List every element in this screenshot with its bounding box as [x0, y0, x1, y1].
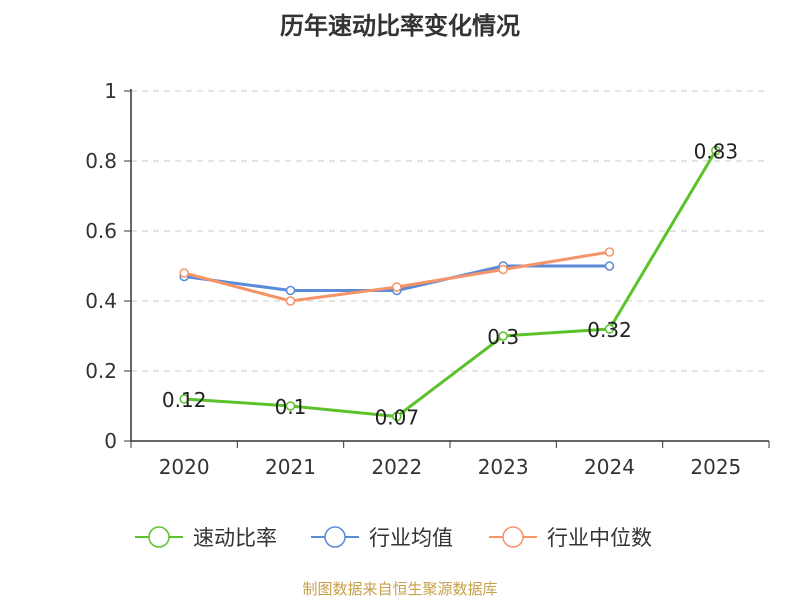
- data-point[interactable]: [392, 411, 402, 422]
- data-label: 0.07: [375, 406, 420, 430]
- data-point[interactable]: [392, 282, 402, 292]
- data-point[interactable]: [285, 296, 296, 306]
- source-note: 制图数据来自恒生聚源数据库: [302, 580, 498, 598]
- legend-label: 行业均值: [369, 526, 453, 550]
- legend: 速动比率 行业均值 行业中位数: [135, 526, 652, 550]
- legend-marker: [148, 526, 170, 548]
- data-point[interactable]: [604, 247, 615, 257]
- legend-marker: [502, 526, 524, 548]
- data-point[interactable]: [498, 331, 508, 341]
- x-tick-label: 2024: [584, 455, 635, 479]
- legend-label: 行业中位数: [547, 526, 652, 550]
- x-tick-label: 2022: [371, 455, 422, 479]
- data-label: 0.32: [587, 318, 632, 342]
- y-tick-label: 0.4: [85, 289, 117, 313]
- data-point[interactable]: [285, 285, 296, 296]
- axes: 0 0.2 0.4 0.6 0.8 1 2020 2021 2022 2023 2024 2025: [85, 79, 770, 479]
- x-tick-label: 2025: [690, 455, 741, 479]
- y-tick-label: 0.8: [85, 149, 117, 173]
- legend-marker: [324, 526, 346, 548]
- y-tick-label: 0.6: [85, 219, 117, 243]
- data-point[interactable]: [498, 264, 508, 275]
- chart-title: 历年速动比率变化情况: [280, 12, 520, 40]
- data-point[interactable]: [711, 145, 721, 156]
- x-tick-label: 2023: [478, 455, 529, 479]
- grid-lines: [131, 90, 769, 372]
- data-point[interactable]: [604, 324, 615, 334]
- data-label: 0.12: [162, 388, 207, 412]
- data-point[interactable]: [179, 268, 189, 278]
- y-tick-label: 0: [104, 429, 117, 453]
- data-point[interactable]: [285, 401, 296, 411]
- data-label: 0.1: [275, 395, 307, 419]
- legend-label: 速动比率: [193, 526, 277, 550]
- legend-item[interactable]: 速动比率: [135, 526, 277, 550]
- legend-item[interactable]: 行业均值: [311, 526, 453, 550]
- data-label: 0.3: [487, 325, 519, 349]
- data-labels: 0.12 0.1 0.07 0.3 0.32 0.83: [162, 140, 738, 430]
- x-tick-label: 2021: [265, 455, 316, 479]
- data-point[interactable]: [179, 394, 189, 404]
- y-tick-label: 0.2: [85, 359, 117, 383]
- data-point[interactable]: [604, 261, 615, 271]
- data-label: 0.83: [694, 140, 739, 164]
- x-tick-label: 2020: [159, 455, 210, 479]
- y-tick-label: 1: [104, 79, 117, 103]
- series-lines: [179, 145, 721, 422]
- legend-item[interactable]: 行业中位数: [489, 526, 652, 550]
- series-line: [184, 149, 718, 418]
